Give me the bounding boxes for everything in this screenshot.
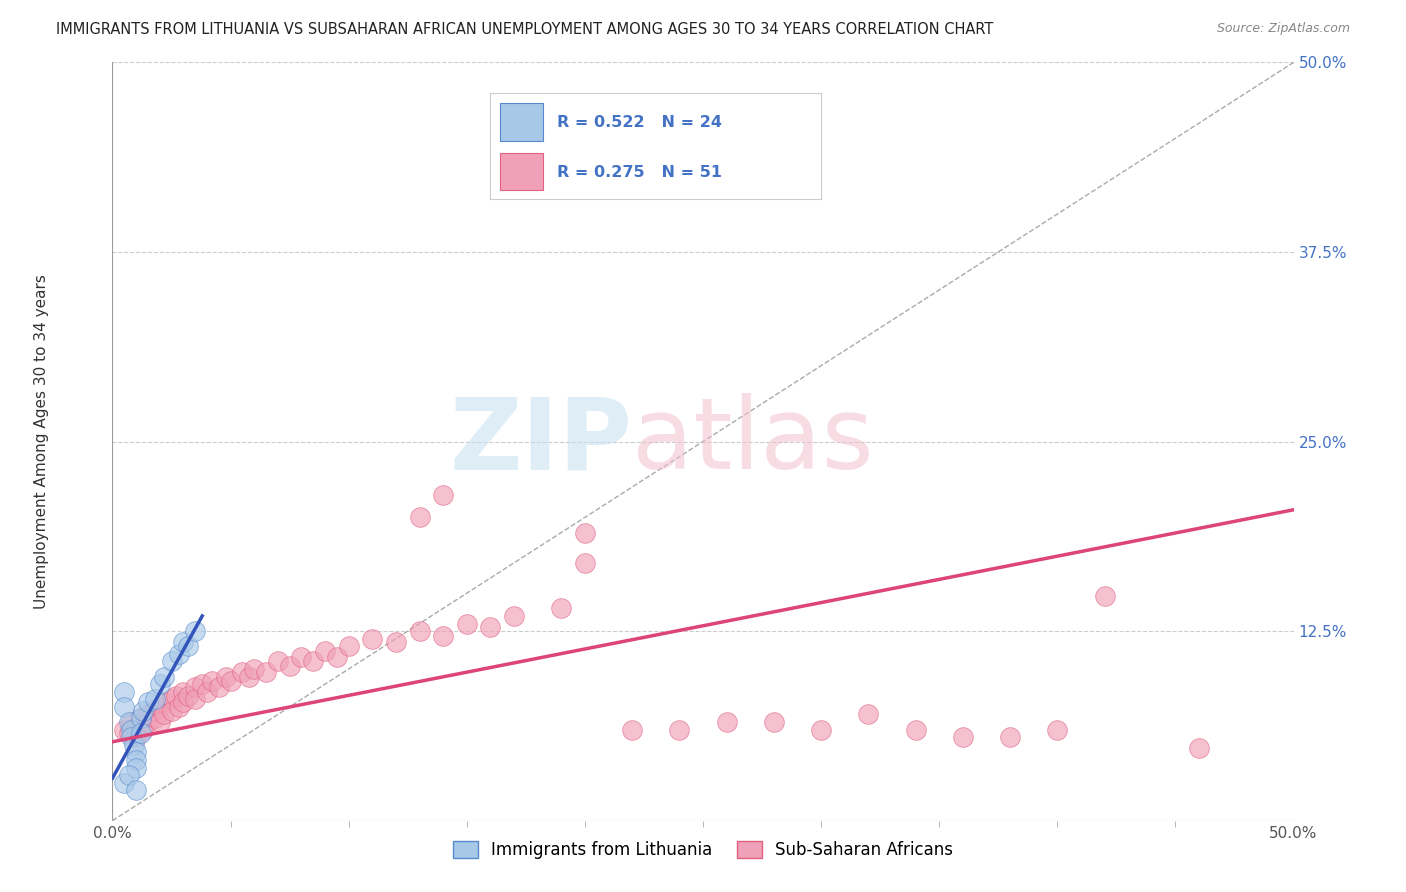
- Point: [153, 669, 176, 683]
- Point: [177, 639, 200, 653]
- Point: [184, 692, 207, 706]
- Point: [149, 699, 172, 714]
- Point: [621, 723, 644, 737]
- Point: [125, 783, 148, 797]
- Legend: Immigrants from Lithuania, Sub-Saharan Africans: Immigrants from Lithuania, Sub-Saharan A…: [446, 834, 960, 865]
- Point: [998, 730, 1021, 744]
- Point: [326, 649, 349, 664]
- Point: [716, 715, 738, 730]
- Point: [385, 634, 408, 648]
- Point: [125, 730, 148, 744]
- Point: [165, 690, 187, 704]
- Point: [231, 665, 253, 679]
- Text: Source: ZipAtlas.com: Source: ZipAtlas.com: [1216, 22, 1350, 36]
- Point: [254, 665, 277, 679]
- Point: [904, 723, 927, 737]
- Point: [160, 692, 183, 706]
- Point: [153, 695, 176, 709]
- Point: [143, 710, 166, 724]
- Point: [668, 723, 690, 737]
- Point: [219, 674, 242, 689]
- Point: [125, 760, 148, 774]
- Point: [129, 725, 152, 739]
- Point: [129, 710, 152, 724]
- Point: [208, 680, 231, 694]
- Point: [136, 715, 159, 730]
- Point: [267, 655, 290, 669]
- Point: [550, 601, 572, 615]
- Point: [361, 632, 384, 646]
- Text: ZIP: ZIP: [450, 393, 633, 490]
- Point: [132, 705, 155, 719]
- Point: [432, 487, 454, 501]
- Point: [243, 662, 266, 676]
- Point: [177, 690, 200, 704]
- Point: [143, 692, 166, 706]
- Point: [125, 753, 148, 767]
- Point: [479, 619, 502, 633]
- Point: [129, 710, 152, 724]
- Point: [112, 699, 135, 714]
- Point: [191, 677, 214, 691]
- Point: [952, 730, 974, 744]
- Point: [503, 608, 526, 623]
- Point: [184, 680, 207, 694]
- Point: [408, 624, 430, 639]
- Point: [278, 659, 301, 673]
- Point: [290, 649, 312, 664]
- Point: [302, 655, 325, 669]
- Point: [153, 707, 176, 722]
- Point: [314, 644, 336, 658]
- Point: [195, 685, 218, 699]
- Point: [120, 723, 142, 737]
- Point: [184, 624, 207, 639]
- Point: [1188, 740, 1211, 755]
- Point: [172, 634, 194, 648]
- Point: [118, 768, 141, 782]
- Point: [432, 629, 454, 643]
- Point: [122, 738, 145, 752]
- Point: [408, 510, 430, 524]
- Point: [132, 723, 155, 737]
- Point: [136, 707, 159, 722]
- Point: [172, 685, 194, 699]
- Point: [125, 720, 148, 734]
- Point: [149, 677, 172, 691]
- Point: [762, 715, 785, 730]
- Point: [456, 616, 478, 631]
- Point: [238, 669, 260, 683]
- Point: [201, 674, 224, 689]
- Point: [160, 655, 183, 669]
- Point: [337, 639, 360, 653]
- Point: [167, 647, 190, 661]
- Point: [112, 723, 135, 737]
- Point: [810, 723, 832, 737]
- Point: [125, 746, 148, 760]
- Point: [142, 705, 165, 719]
- Point: [112, 685, 135, 699]
- Point: [574, 525, 596, 540]
- Point: [120, 715, 142, 730]
- Text: Unemployment Among Ages 30 to 34 years: Unemployment Among Ages 30 to 34 years: [34, 274, 49, 609]
- Point: [149, 715, 172, 730]
- Point: [120, 730, 142, 744]
- Point: [118, 725, 141, 739]
- Point: [118, 715, 141, 730]
- Point: [172, 695, 194, 709]
- Point: [215, 669, 238, 683]
- Point: [160, 705, 183, 719]
- Point: [1046, 723, 1069, 737]
- Text: IMMIGRANTS FROM LITHUANIA VS SUBSAHARAN AFRICAN UNEMPLOYMENT AMONG AGES 30 TO 34: IMMIGRANTS FROM LITHUANIA VS SUBSAHARAN …: [56, 22, 994, 37]
- Text: atlas: atlas: [633, 393, 873, 490]
- Point: [167, 699, 190, 714]
- Point: [574, 556, 596, 570]
- Point: [1094, 589, 1116, 603]
- Point: [112, 776, 135, 790]
- Point: [858, 707, 880, 722]
- Point: [136, 695, 159, 709]
